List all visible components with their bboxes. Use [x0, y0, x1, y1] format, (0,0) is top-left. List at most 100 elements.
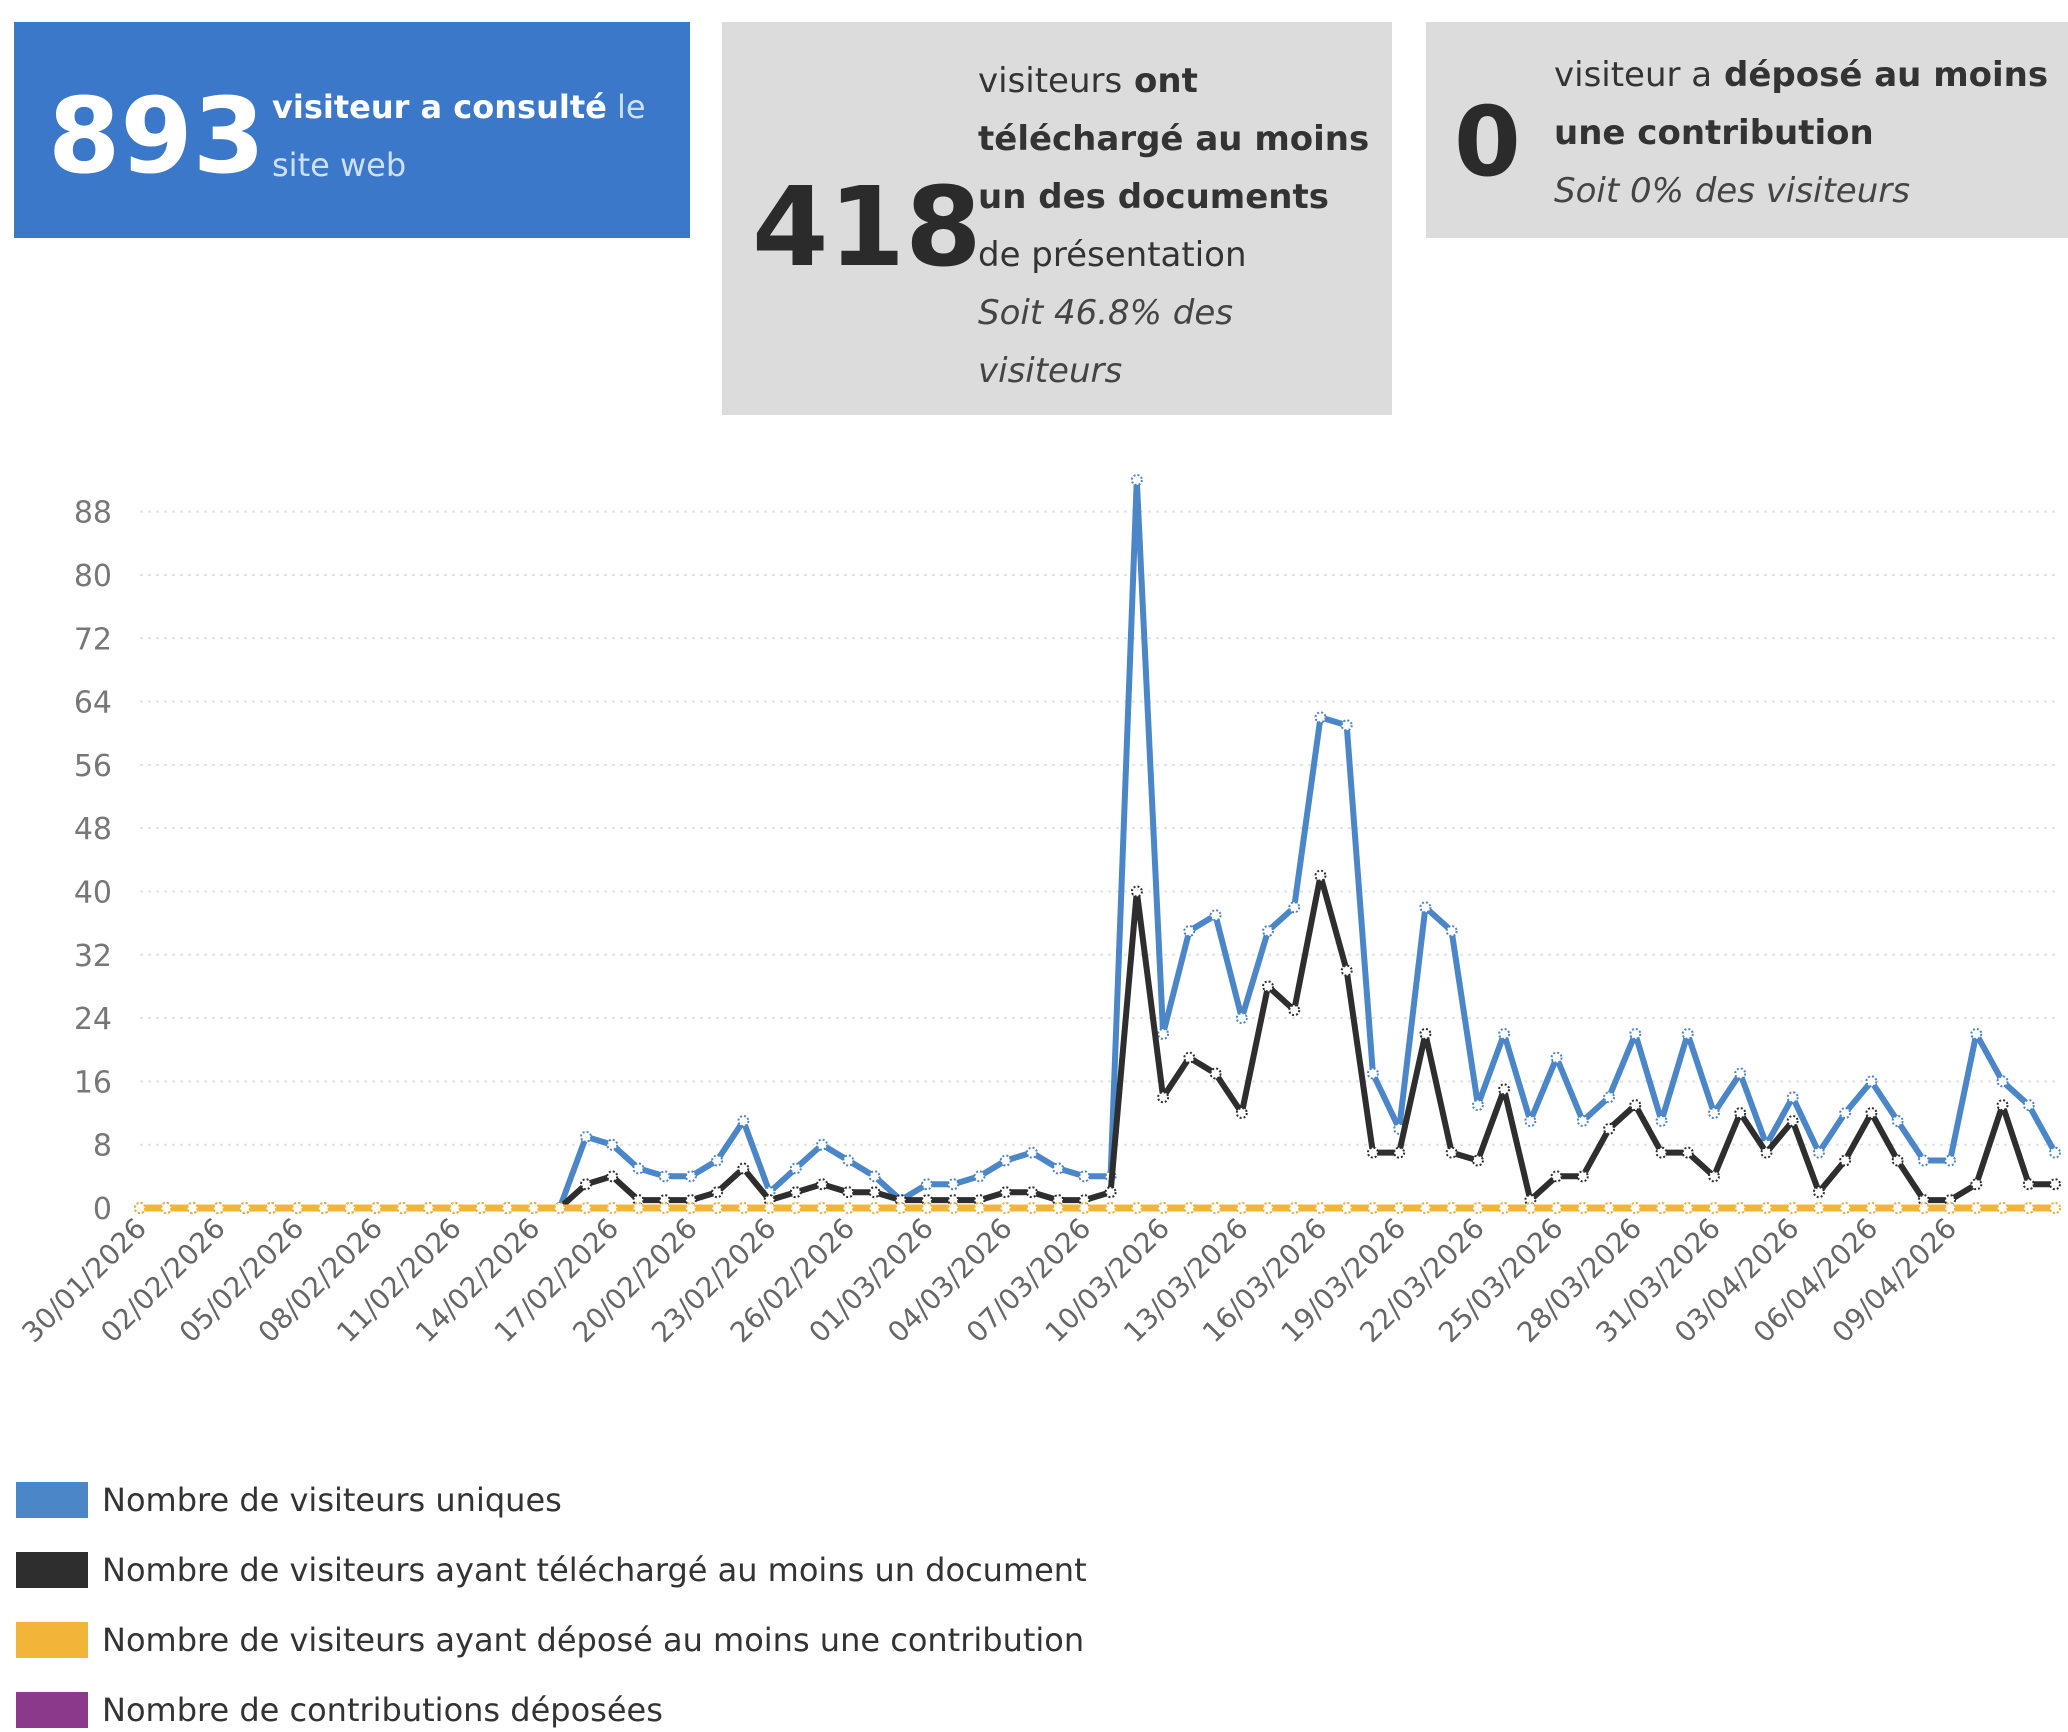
- series-point-2: [1393, 1202, 1406, 1214]
- series-point-2: [527, 1202, 540, 1214]
- series-point-2: [1052, 1202, 1065, 1214]
- series-point-0: [1314, 711, 1327, 724]
- y-tick-label: 64: [74, 686, 112, 721]
- series-point-2: [1366, 1202, 1379, 1214]
- series-point-2: [894, 1202, 907, 1214]
- downloads-card: 418 visiteurs ont téléchargé au moins un…: [722, 22, 1392, 415]
- series-point-2: [868, 1202, 881, 1214]
- series-point-1: [737, 1162, 750, 1175]
- y-tick-label: 72: [74, 622, 112, 657]
- series-point-0: [816, 1138, 829, 1151]
- series-point-2: [212, 1202, 225, 1214]
- series-point-2: [1970, 1202, 1983, 1214]
- series-point-0: [2049, 1146, 2061, 1159]
- series-point-1: [1812, 1186, 1825, 1199]
- visitors-count: 893: [48, 75, 266, 197]
- series-point-1: [1734, 1107, 1747, 1120]
- series-point-1: [1288, 1004, 1301, 1017]
- series-point-1: [1419, 1027, 1432, 1040]
- series-point-2: [186, 1202, 199, 1214]
- downloads-text-2: de présentation: [978, 235, 1247, 275]
- contributions-caption: visiteur a déposé au moins une contribut…: [1554, 46, 2068, 220]
- series-point-2: [1288, 1202, 1301, 1214]
- series-point-0: [2022, 1099, 2035, 1112]
- legend-swatch-contributions: [16, 1692, 88, 1728]
- series-point-2: [370, 1202, 383, 1214]
- series-point-1: [1104, 1186, 1117, 1199]
- legend-item-downloaded[interactable]: Nombre de visiteurs ayant téléchargé au …: [16, 1546, 1087, 1590]
- y-tick-label: 56: [74, 749, 112, 784]
- series-point-0: [1996, 1075, 2009, 1088]
- series-point-1: [579, 1178, 592, 1191]
- series-point-2: [396, 1202, 409, 1214]
- series-point-0: [1288, 901, 1301, 914]
- series-point-0: [1445, 925, 1458, 938]
- visitors-line-chart: 081624324048566472808830/01/202602/02/20…: [15, 474, 2061, 1349]
- series-point-2: [1839, 1202, 1852, 1214]
- series-point-2: [475, 1202, 488, 1214]
- legend-item-contributions[interactable]: Nombre de contributions déposées: [16, 1686, 663, 1730]
- series-point-2: [816, 1202, 829, 1214]
- legend-label-unique: Nombre de visiteurs uniques: [102, 1481, 562, 1519]
- series-point-0: [1498, 1027, 1511, 1040]
- series-line-0: [140, 477, 2058, 1211]
- series-point-2: [1734, 1202, 1747, 1214]
- series-point-2: [1262, 1202, 1275, 1214]
- series-point-0: [1209, 909, 1222, 922]
- series-point-1: [1366, 1146, 1379, 1159]
- series-point-1: [1970, 1178, 1983, 1191]
- series-point-1: [1629, 1099, 1642, 1112]
- y-tick-label: 40: [74, 875, 112, 910]
- series-point-2: [1104, 1202, 1117, 1214]
- series-point-0: [1786, 1091, 1799, 1104]
- series-point-1: [1760, 1146, 1773, 1159]
- series-point-1: [868, 1186, 881, 1199]
- series-point-2: [238, 1202, 251, 1214]
- series-point-2: [1603, 1202, 1616, 1214]
- series-line-1: [140, 872, 2055, 1211]
- series-point-1: [1786, 1114, 1799, 1127]
- series-point-0: [1681, 1027, 1694, 1040]
- series-point-2: [1917, 1202, 1930, 1214]
- series-point-1: [1209, 1067, 1222, 1080]
- series-point-2: [789, 1202, 802, 1214]
- series-point-0: [684, 1170, 697, 1183]
- contrib-percent: Soit 0% des visiteurs: [1554, 171, 1910, 211]
- series-point-1: [1314, 869, 1327, 882]
- series-point-0: [1734, 1067, 1747, 1080]
- series-point-2: [947, 1202, 960, 1214]
- series-point-2: [291, 1202, 304, 1214]
- series-point-2: [134, 1202, 146, 1214]
- legend-item-unique[interactable]: Nombre de visiteurs uniques: [16, 1476, 562, 1520]
- series-point-2: [658, 1202, 671, 1214]
- series-point-0: [1970, 1027, 1983, 1040]
- series-point-1: [842, 1186, 855, 1199]
- series-point-0: [868, 1170, 881, 1183]
- series-point-2: [1419, 1202, 1432, 1214]
- series-point-2: [1183, 1202, 1196, 1214]
- series-point-1: [1865, 1107, 1878, 1120]
- series-point-0: [737, 1114, 750, 1127]
- legend-item-contributed[interactable]: Nombre de visiteurs ayant déposé au moin…: [16, 1616, 1084, 1660]
- series-point-1: [711, 1186, 724, 1199]
- series-point-0: [1576, 1114, 1589, 1127]
- downloads-caption: visiteurs ont téléchargé au moins un des…: [978, 52, 1378, 400]
- series-point-0: [947, 1178, 960, 1191]
- series-point-2: [1157, 1202, 1170, 1214]
- series-point-1: [1025, 1186, 1038, 1199]
- series-point-0: [1812, 1146, 1825, 1159]
- series-point-1: [816, 1178, 829, 1191]
- series-point-2: [684, 1202, 697, 1214]
- series-point-0: [1025, 1146, 1038, 1159]
- series-point-0: [579, 1130, 592, 1143]
- series-point-2: [448, 1202, 461, 1214]
- series-point-2: [1812, 1202, 1825, 1214]
- series-point-0: [606, 1138, 619, 1151]
- series-point-0: [711, 1154, 724, 1167]
- y-tick-label: 80: [74, 559, 112, 594]
- series-point-0: [1130, 474, 1143, 486]
- series-point-2: [920, 1202, 933, 1214]
- y-tick-label: 24: [74, 1002, 112, 1037]
- series-point-2: [1865, 1202, 1878, 1214]
- series-point-0: [1235, 1012, 1248, 1025]
